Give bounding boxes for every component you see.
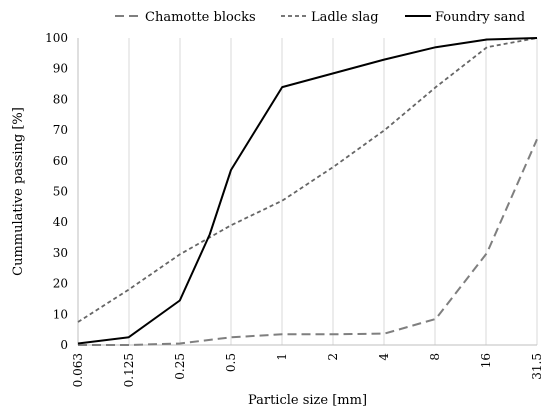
y-tick-label: 0 [60, 338, 68, 352]
y-tick-label: 10 [53, 307, 68, 321]
y-axis-title: Cummulative passing [%] [11, 107, 26, 276]
legend-label: Chamotte blocks [145, 10, 256, 25]
y-tick-label: 90 [53, 62, 68, 76]
series-line-foundry-sand [77, 37, 538, 345]
x-tick-label: 31.5 [530, 353, 544, 380]
x-tick-labels: 0.063 0.125 0.25 0.5 1 2 4 8 16 31.5 [71, 353, 544, 388]
y-tick-label: 100 [45, 31, 68, 45]
x-tick-label: 1 [275, 353, 289, 361]
y-tick-label: 40 [53, 215, 68, 229]
y-tick-label: 20 [53, 277, 68, 291]
y-tick-labels: 0 10 20 30 40 50 60 70 80 90 100 [45, 31, 68, 352]
grid-lines [77, 38, 538, 345]
x-tick-label: 0.125 [122, 353, 136, 387]
legend: Chamotte blocks Ladle slag Foundry sand [115, 10, 525, 25]
y-tick-label: 30 [53, 246, 68, 260]
axes [77, 38, 537, 346]
x-tick-label: 0.25 [173, 353, 187, 380]
x-tick-label: 16 [479, 353, 493, 368]
x-tick-label: 2 [326, 353, 340, 361]
x-tick-label: 0.063 [71, 353, 85, 387]
y-tick-label: 50 [53, 185, 68, 199]
legend-label: Ladle slag [311, 10, 379, 25]
series-line-chamotte-blocks [78, 138, 538, 346]
legend-label: Foundry sand [435, 10, 525, 25]
x-tick-label: 8 [428, 353, 442, 361]
y-tick-label: 60 [53, 154, 68, 168]
y-tick-label: 80 [53, 92, 68, 106]
series-line-ladle-slag [77, 37, 538, 323]
y-tick-label: 70 [53, 123, 68, 137]
x-axis-title: Particle size [mm] [248, 393, 367, 408]
x-tick-label: 4 [377, 353, 391, 361]
series-group [77, 37, 538, 346]
x-tick-label: 0.5 [224, 353, 238, 372]
